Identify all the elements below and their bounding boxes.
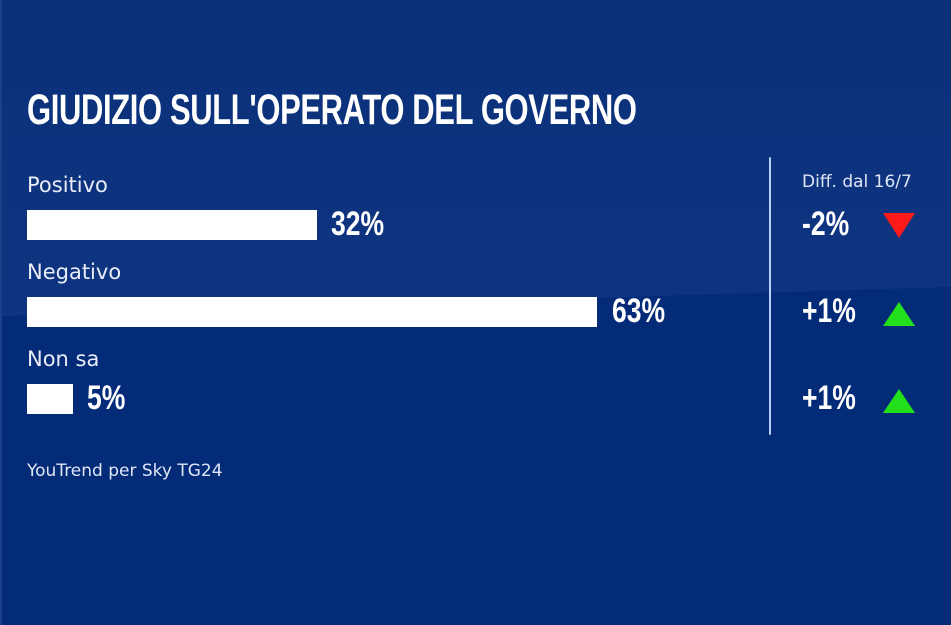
value-positivo: 32% (331, 205, 385, 243)
diff-negativo: +1% (802, 292, 856, 330)
bar-positivo (27, 210, 317, 240)
column-divider (769, 157, 771, 435)
row-label-positivo: Positivo (27, 173, 108, 197)
value-non-sa: 5% (87, 379, 126, 417)
row-label-negativo: Negativo (27, 260, 122, 284)
diff-positivo: -2% (802, 205, 850, 243)
value-negativo: 63% (612, 292, 666, 330)
row-label-non-sa: Non sa (27, 347, 100, 371)
red-down-triangle-icon (883, 213, 915, 238)
bar-non-sa (27, 384, 73, 414)
green-up-triangle-icon (883, 389, 915, 413)
left-edge-line (0, 0, 2, 625)
source-credit: YouTrend per Sky TG24 (27, 461, 223, 481)
diff-header: Diff. dal 16/7 (802, 172, 912, 192)
diff-non-sa: +1% (802, 379, 856, 417)
bar-negativo (27, 297, 597, 327)
chart-title: GIUDIZIO SULL'OPERATO DEL GOVERNO (27, 86, 637, 134)
green-up-triangle-icon (883, 302, 915, 326)
